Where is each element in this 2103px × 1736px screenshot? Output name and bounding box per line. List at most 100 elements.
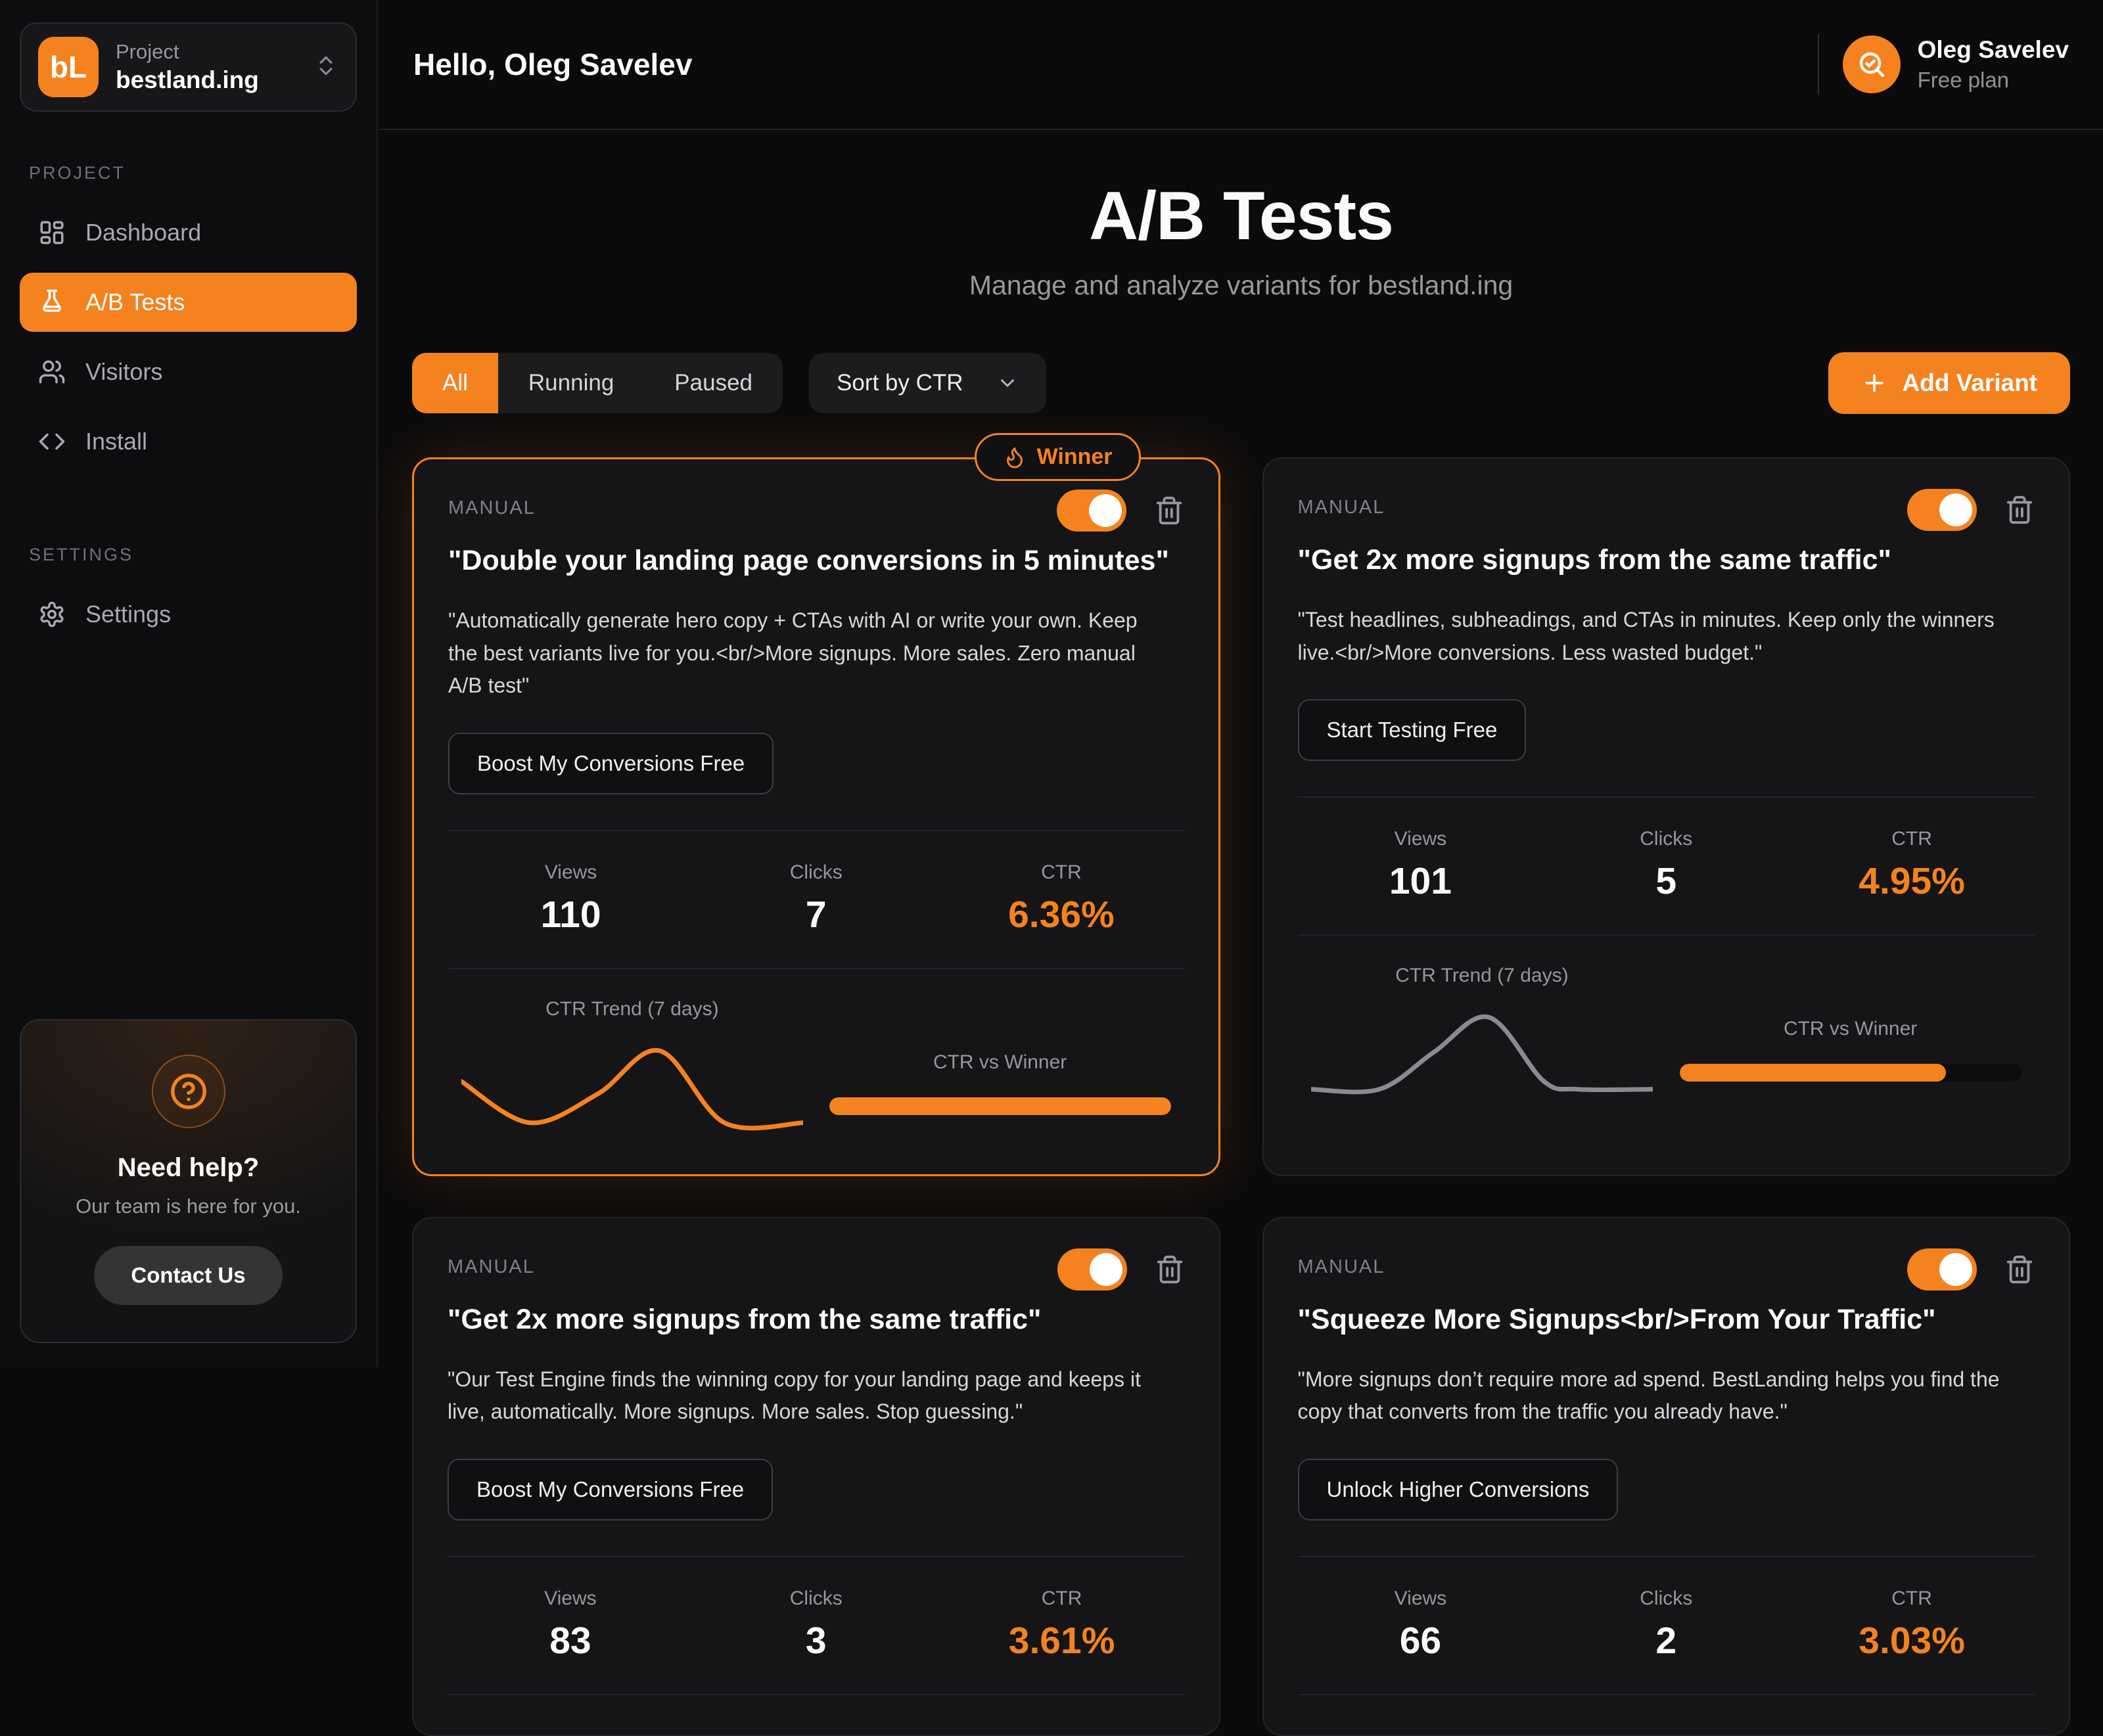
ctr-label: CTR [939,1588,1185,1610]
project-label: Project [116,40,296,64]
ctr-vs-winner-section: CTR vs Winner [1666,1018,2035,1101]
clicks-value: 2 [1543,1619,1789,1662]
cards-grid: Winner MANUAL "Double your landing page … [412,457,2070,1736]
variant-title: "Double your landing page conversions in… [448,545,1184,577]
clicks-label: Clicks [693,861,938,884]
views-value: 110 [448,893,693,936]
card-controls [1057,1248,1185,1291]
views-label: Views [448,861,693,884]
variant-card: MANUAL "Get 2x more signups from the sam… [412,1217,1220,1736]
card-controls [1907,489,2035,531]
views-value: 101 [1298,859,1544,903]
add-variant-button[interactable]: Add Variant [1828,352,2070,414]
card-header: MANUAL [448,1248,1185,1291]
trend-row: CTR Trend (7 days) CTR vs Winner [448,998,1184,1135]
filter-tab-paused[interactable]: Paused [644,353,783,413]
views-stat: Views 83 [448,1588,693,1662]
variant-type-label: MANUAL [448,1248,535,1278]
trash-icon[interactable] [2004,495,2035,525]
project-meta: Project bestland.ing [116,40,296,94]
variant-active-toggle[interactable] [1907,489,1977,531]
variant-card: Winner MANUAL "Double your landing page … [412,457,1220,1176]
chevron-down-icon [996,372,1019,394]
variant-card: MANUAL "Get 2x more signups from the sam… [1262,457,2071,1176]
sort-label: Sort by CTR [837,370,963,396]
help-card: Need help? Our team is here for you. Con… [20,1019,357,1343]
filter-tab-all[interactable]: All [412,353,498,413]
variant-description: "Test headlines, subheadings, and CTAs i… [1298,604,2001,669]
ctr-value: 4.95% [1789,859,2035,903]
gear-icon [38,601,66,628]
clicks-value: 3 [693,1619,939,1662]
clicks-stat: Clicks 3 [693,1588,939,1662]
divider [1818,34,1819,95]
toggle-knob [1939,493,1972,526]
ctr-vs-winner-fill [1680,1064,1947,1082]
ctr-vs-winner-label: CTR vs Winner [933,1051,1067,1074]
chevrons-up-down-icon [313,53,338,81]
ctr-value: 3.03% [1789,1619,2035,1662]
clicks-value: 7 [693,893,938,936]
stats-row: Views 66 Clicks 2 CTR 3.03% [1298,1556,2035,1695]
clicks-label: Clicks [1543,828,1789,850]
contact-us-button[interactable]: Contact Us [94,1246,282,1305]
user-plan: Free plan [1918,68,2069,93]
flame-icon [1003,445,1027,469]
ctr-value: 3.61% [939,1619,1185,1662]
user-name: Oleg Savelev [1918,36,2069,64]
top-bar: Hello, Oleg Savelev Oleg Savelev Free pl… [379,0,2103,130]
ctr-label: CTR [1789,828,2035,850]
variant-active-toggle[interactable] [1057,1248,1127,1291]
sidebar-item-settings[interactable]: Settings [20,585,357,644]
variant-type-label: MANUAL [448,490,536,519]
sort-dropdown[interactable]: Sort by CTR [809,353,1046,413]
ctr-stat: CTR 3.61% [939,1588,1185,1662]
clicks-stat: Clicks 7 [693,861,938,936]
card-header: MANUAL [1298,489,2035,531]
views-label: Views [1298,828,1544,850]
ctr-label: CTR [1789,1588,2035,1610]
variant-cta-button[interactable]: Boost My Conversions Free [448,1459,773,1520]
trash-icon[interactable] [1155,1254,1185,1285]
sidebar: bL Project bestland.ing PROJECT Dashboar… [0,0,378,1367]
stats-row: Views 83 Clicks 3 CTR 3.61% [448,1556,1185,1695]
variant-active-toggle[interactable] [1907,1248,1977,1291]
variant-cta-button[interactable]: Unlock Higher Conversions [1298,1459,1619,1520]
sidebar-item-dashboard[interactable]: Dashboard [20,203,357,262]
sidebar-item-label: Settings [85,601,171,628]
card-controls [1057,490,1184,532]
avatar[interactable] [1843,35,1901,93]
sidebar-item-label: A/B Tests [85,288,185,316]
users-icon [38,358,66,386]
variant-cta-button[interactable]: Boost My Conversions Free [448,733,774,794]
card-header: MANUAL [1298,1248,2035,1291]
variant-active-toggle[interactable] [1057,490,1126,532]
ctr-value: 6.36% [938,893,1184,936]
sidebar-item-visitors[interactable]: Visitors [20,342,357,401]
page-subtitle: Manage and analyze variants for bestland… [412,270,2070,301]
winner-badge-label: Winner [1037,444,1113,470]
variant-title: "Get 2x more signups from the same traff… [1298,544,2035,576]
filter-tab-running[interactable]: Running [498,353,644,413]
ctr-vs-winner-fill [829,1097,1171,1115]
main-area: Hello, Oleg Savelev Oleg Savelev Free pl… [379,0,2103,1367]
variant-cta-button[interactable]: Start Testing Free [1298,699,1527,761]
sidebar-item-install[interactable]: Install [20,412,357,471]
trash-icon[interactable] [1154,495,1184,526]
code-icon [38,428,66,455]
trash-icon[interactable] [2004,1254,2035,1285]
ctr-trend-sparkline [1311,1003,1653,1101]
ctr-vs-winner-section: CTR vs Winner [816,1051,1184,1135]
project-selector[interactable]: bL Project bestland.ing [20,22,357,112]
variant-description: "Our Test Engine finds the winning copy … [448,1363,1151,1428]
sidebar-item-label: Visitors [85,358,162,386]
sidebar-item-label: Install [85,428,147,455]
clicks-value: 5 [1543,859,1789,903]
ctr-stat: CTR 6.36% [938,861,1184,936]
user-info: Oleg Savelev Free plan [1818,34,2069,95]
variant-title: "Squeeze More Signups<br/>From Your Traf… [1298,1304,2035,1336]
sidebar-item-ab-tests[interactable]: A/B Tests [20,273,357,332]
toggle-knob [1089,494,1122,527]
section-label-settings: SETTINGS [29,545,357,565]
